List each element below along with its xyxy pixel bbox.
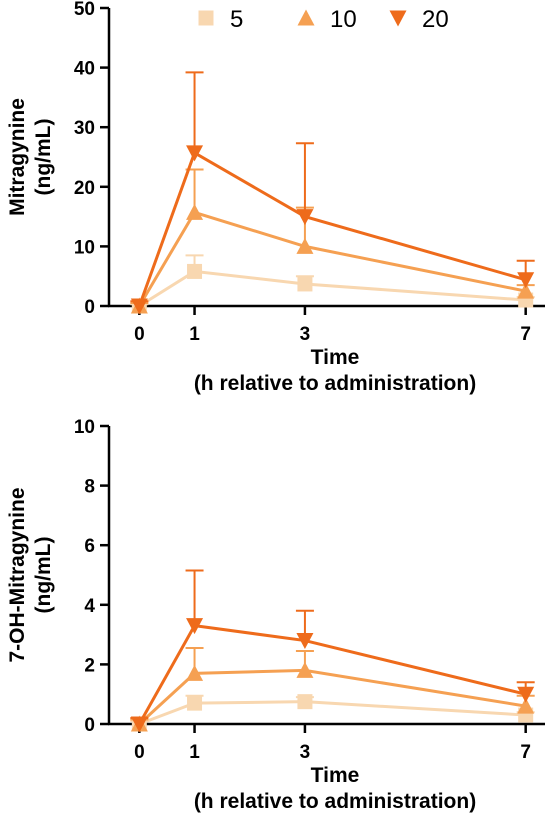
x-tick-label: 3: [300, 324, 311, 345]
series-line-5: [138, 700, 526, 726]
data-point: [130, 298, 148, 315]
data-point: [517, 697, 535, 714]
x-tick-label: 0: [134, 742, 145, 763]
x-tick-label: 0: [134, 324, 145, 345]
x-tick-label: 7: [520, 324, 531, 345]
x-axis-title: Time: [311, 346, 360, 369]
x-tick-label: 1: [189, 324, 200, 345]
legend-marker-20: [389, 10, 407, 27]
y-tick-label: 6: [84, 536, 95, 557]
x-axis-title: Time: [311, 764, 360, 787]
series-5: [130, 694, 535, 732]
x-tick-label: 1: [189, 742, 200, 763]
y-tick-label: 50: [74, 0, 95, 20]
data-point: [186, 664, 204, 681]
x-axis-subtitle: (h relative to administration): [194, 372, 476, 395]
legend-item-20: 20: [389, 6, 449, 33]
y-tick-label: 10: [74, 237, 95, 258]
data-point: [186, 618, 204, 635]
data-point: [187, 263, 203, 279]
data-point: [296, 633, 314, 650]
data-point: [297, 276, 313, 292]
legend: 5 10 20: [198, 6, 449, 33]
data-point: [130, 716, 148, 733]
data-point: [517, 272, 535, 289]
series-line-5: [138, 269, 526, 308]
y-axis-subtitle: (ng/mL): [32, 537, 55, 614]
data-point: [517, 282, 535, 299]
x-axis-subtitle: (h relative to administration): [194, 790, 476, 813]
legend-label-5: 5: [230, 6, 243, 33]
y-tick-label: 20: [74, 178, 95, 199]
y-tick-label: 40: [74, 59, 95, 80]
y-tick-label: 0: [84, 297, 95, 318]
data-point: [186, 203, 204, 220]
chart-7oh-mitragynine: 0 2 4 6 8 10 0 1 3 7 Time (h relative to administra…: [6, 417, 545, 813]
legend-item-10: 10: [297, 6, 357, 33]
data-point: [186, 145, 204, 162]
data-point: [296, 237, 314, 254]
series-line-10: [138, 668, 526, 726]
series-10: [130, 647, 535, 732]
y-tick-label: 4: [84, 596, 95, 617]
y-tick-label: 2: [84, 655, 95, 676]
y-axis-title: Mitragynine: [6, 98, 29, 216]
legend-marker-10: [297, 9, 315, 26]
y-tick-label: 8: [84, 477, 95, 498]
legend-label-10: 10: [330, 6, 357, 33]
series-line-20: [137, 150, 527, 307]
x-tick-label: 7: [520, 742, 531, 763]
series-line-10: [138, 210, 526, 307]
legend-item-5: 5: [198, 6, 243, 33]
y-tick-label: 30: [74, 118, 95, 139]
data-point: [517, 686, 535, 703]
data-point: [296, 209, 314, 226]
series-20: [130, 569, 535, 733]
y-axis-title: 7-OH-Mitragynine: [6, 487, 29, 662]
series-line-20: [138, 624, 527, 725]
series-20: [130, 71, 535, 315]
y-tick-label: 0: [84, 715, 95, 736]
legend-label-20: 20: [422, 6, 449, 33]
series-10: [130, 168, 535, 314]
y-tick-label: 10: [74, 417, 95, 438]
legend-marker-5: [198, 10, 214, 26]
x-tick-label: 3: [300, 742, 311, 763]
data-point: [296, 661, 314, 678]
data-point: [187, 695, 203, 711]
chart-mitragynine: 0 10 20 30 40 50 0 1 3 7 Time (h relative to admini…: [6, 0, 545, 395]
y-axis-subtitle: (ng/mL): [32, 119, 55, 196]
data-point: [297, 694, 313, 710]
